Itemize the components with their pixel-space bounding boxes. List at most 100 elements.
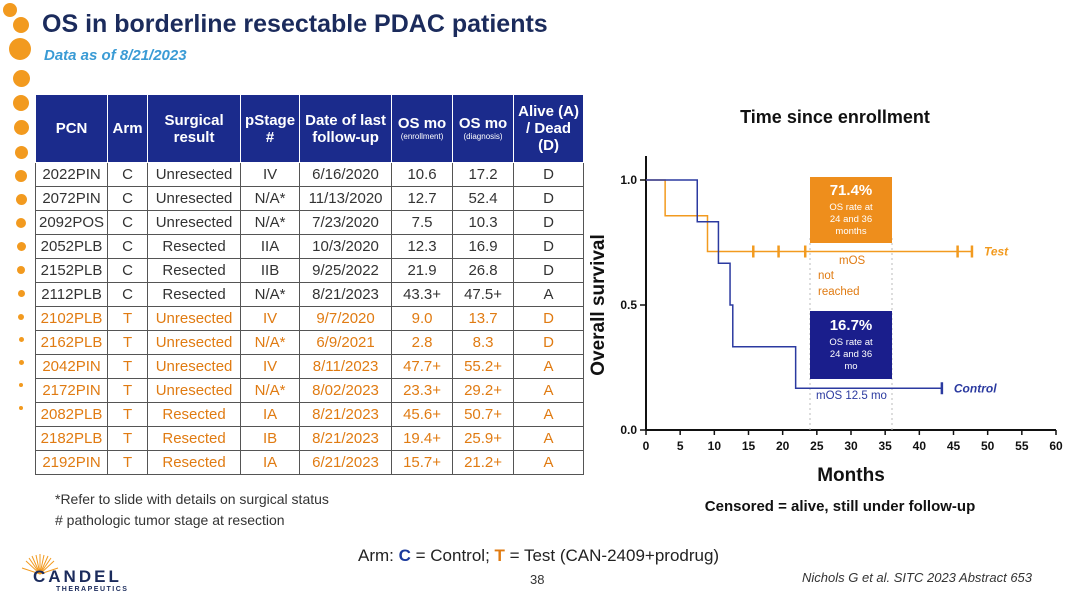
logo-name: CANDEL bbox=[33, 567, 122, 586]
decorative-dot bbox=[19, 337, 24, 342]
x-axis-label: Months bbox=[817, 465, 885, 486]
y-tick-label: 1.0 bbox=[620, 173, 637, 187]
km-chart: Time since enrollment Overall survival Mon… bbox=[588, 107, 1063, 515]
cell-surgical: Unresected bbox=[147, 306, 242, 331]
decorative-dot bbox=[19, 383, 23, 387]
y-axis-label: Overall survival bbox=[588, 234, 609, 376]
cell-os-enroll: 7.5 bbox=[391, 210, 454, 235]
cell-pcn: 2162PLB bbox=[34, 330, 109, 355]
cell-os-diag: 47.5+ bbox=[452, 282, 515, 307]
cell-pstage: IA bbox=[240, 450, 301, 475]
cell-pstage: IV bbox=[240, 162, 301, 187]
logo-subtitle: THERAPEUTICS bbox=[56, 586, 129, 593]
cell-pstage: N/A* bbox=[240, 186, 301, 211]
x-tick-label: 20 bbox=[776, 439, 790, 453]
cell-pcn: 2182PLB bbox=[34, 426, 109, 451]
footnotes: *Refer to slide with details on surgical… bbox=[55, 489, 329, 531]
table-row: 2182PLB T Resected IB 8/21/2023 19.4+ 25.9+ A bbox=[34, 426, 585, 451]
cell-date: 10/3/2020 bbox=[299, 234, 393, 259]
x-tick-label: 5 bbox=[677, 439, 684, 453]
cell-os-enroll: 19.4+ bbox=[391, 426, 454, 451]
y-tick-label: 0.0 bbox=[620, 423, 637, 437]
patient-table: PCN Arm Surgical result pStage # Date of l… bbox=[34, 94, 585, 475]
test-rate-text: months bbox=[835, 226, 866, 237]
x-tick-label: 15 bbox=[742, 439, 756, 453]
page-title: OS in borderline resectable PDAC patient… bbox=[42, 10, 548, 38]
table-row: 2082PLB T Resected IA 8/21/2023 45.6+ 50.7+ A bbox=[34, 402, 585, 427]
test-mos-text: mOS bbox=[839, 255, 866, 267]
cell-os-diag: 21.2+ bbox=[452, 450, 515, 475]
table-row: 2072PIN C Unresected N/A* 11/13/2020 12.7 52.4… bbox=[34, 186, 585, 211]
cell-os-diag: 26.8 bbox=[452, 258, 515, 283]
cell-os-diag: 50.7+ bbox=[452, 402, 515, 427]
cell-os-diag: 52.4 bbox=[452, 186, 515, 211]
decorative-dot bbox=[16, 194, 27, 205]
cell-pstage: IIB bbox=[240, 258, 301, 283]
decorative-dot bbox=[19, 360, 24, 365]
cell-date: 6/21/2023 bbox=[299, 450, 393, 475]
x-tick-label: 35 bbox=[878, 439, 892, 453]
col-header-pstage: pStage # bbox=[240, 94, 301, 163]
cell-os-enroll: 9.0 bbox=[391, 306, 454, 331]
cell-arm: T bbox=[107, 402, 149, 427]
cell-surgical: Resected bbox=[147, 426, 242, 451]
cell-arm: C bbox=[107, 282, 149, 307]
table-header-row: PCN Arm Surgical result pStage # Date of l… bbox=[34, 94, 585, 163]
test-mos-text: reached bbox=[818, 286, 860, 298]
cell-status: D bbox=[513, 186, 585, 211]
decorative-dot bbox=[3, 3, 17, 17]
col-header-surgical: Surgical result bbox=[147, 94, 242, 163]
table-row: 2042PIN T Unresected IV 8/11/2023 47.7+ 55.2+ A bbox=[34, 354, 585, 379]
cell-pcn: 2172PIN bbox=[34, 378, 109, 403]
cell-os-enroll: 15.7+ bbox=[391, 450, 454, 475]
cell-surgical: Unresected bbox=[147, 354, 242, 379]
decorative-dot bbox=[18, 314, 24, 320]
col-header-arm: Arm bbox=[107, 94, 149, 163]
cell-date: 9/25/2022 bbox=[299, 258, 393, 283]
cell-date: 8/21/2023 bbox=[299, 282, 393, 307]
cell-status: D bbox=[513, 306, 585, 331]
cell-pstage: N/A* bbox=[240, 282, 301, 307]
control-rate-box bbox=[810, 311, 892, 379]
cell-os-enroll: 2.8 bbox=[391, 330, 454, 355]
x-tick-label: 0 bbox=[643, 439, 650, 453]
cell-os-enroll: 12.3 bbox=[391, 234, 454, 259]
decorative-dot bbox=[17, 266, 25, 274]
cell-surgical: Unresected bbox=[147, 186, 242, 211]
cell-status: A bbox=[513, 402, 585, 427]
cell-arm: C bbox=[107, 258, 149, 283]
col-header-pcn: PCN bbox=[34, 94, 109, 163]
cell-arm: T bbox=[107, 354, 149, 379]
test-rate-text: 24 and 36 bbox=[830, 214, 872, 225]
cell-arm: T bbox=[107, 378, 149, 403]
cell-pstage: IA bbox=[240, 402, 301, 427]
arm-legend: Arm: C = Control; T = Test (CAN-2409+pro… bbox=[358, 546, 720, 565]
page-number: 38 bbox=[530, 572, 545, 587]
table-row: 2172PIN T Unresected N/A* 8/02/2023 23.3+ 29.2… bbox=[34, 378, 585, 403]
cell-pstage: IV bbox=[240, 306, 301, 331]
decorative-dot bbox=[9, 38, 31, 60]
cell-surgical: Resected bbox=[147, 402, 242, 427]
cell-arm: T bbox=[107, 426, 149, 451]
cell-pcn: 2102PLB bbox=[34, 306, 109, 331]
cell-os-diag: 17.2 bbox=[452, 162, 515, 187]
test-rate-value: 71.4% bbox=[830, 182, 873, 199]
cell-os-enroll: 47.7+ bbox=[391, 354, 454, 379]
cell-os-enroll: 45.6+ bbox=[391, 402, 454, 427]
control-rate-text: OS rate at bbox=[829, 337, 873, 348]
table-row: 2102PLB T Unresected IV 9/7/2020 9.0 13.7 D bbox=[34, 306, 585, 331]
cell-os-diag: 13.7 bbox=[452, 306, 515, 331]
cell-status: D bbox=[513, 162, 585, 187]
footnote-surgical: *Refer to slide with details on surgical… bbox=[55, 491, 329, 507]
citation: Nichols G et al. SITC 2023 Abstract 653 bbox=[802, 570, 1033, 585]
cell-arm: C bbox=[107, 234, 149, 259]
decorative-dot bbox=[15, 170, 27, 182]
test-rate-box bbox=[810, 177, 892, 243]
control-rate-text: mo bbox=[844, 361, 857, 372]
x-tick-label: 60 bbox=[1049, 439, 1063, 453]
cell-surgical: Resected bbox=[147, 234, 242, 259]
decorative-dot bbox=[14, 120, 29, 135]
control-rate-text: 24 and 36 bbox=[830, 349, 872, 360]
cell-pstage: N/A* bbox=[240, 210, 301, 235]
cell-os-enroll: 23.3+ bbox=[391, 378, 454, 403]
